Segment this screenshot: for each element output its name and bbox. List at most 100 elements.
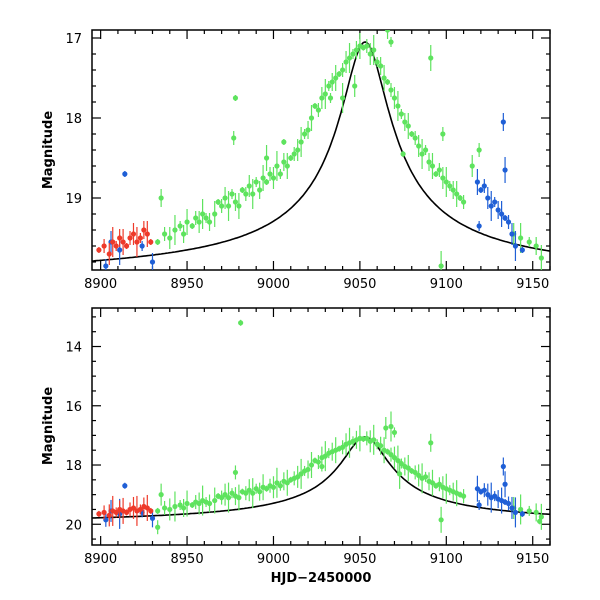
green-data-point (298, 139, 304, 145)
green-data-point (181, 505, 187, 511)
bottom-panel-frame (91, 307, 551, 546)
green-data-point (291, 151, 297, 157)
green-data-point (412, 469, 418, 476)
green-data-point (246, 183, 252, 189)
bottom-panel-points (96, 319, 544, 535)
green-data-point (438, 517, 444, 523)
red-data-point (113, 509, 119, 516)
y-tick-label: 17 (65, 32, 82, 47)
green-data-point (167, 506, 173, 513)
green-data-point (416, 472, 422, 478)
red-data-point (130, 231, 137, 237)
red-data-point (144, 231, 150, 237)
red-data-point (130, 505, 137, 511)
green-data-point (343, 59, 349, 65)
green-data-point (219, 495, 225, 501)
y-tick-label: 14 (65, 341, 82, 356)
green-data-point (319, 95, 325, 101)
red-data-point (113, 243, 119, 249)
green-data-point (402, 119, 408, 125)
green-data-point (440, 175, 446, 181)
red-data-point (106, 251, 112, 257)
blue-data-point (122, 483, 128, 489)
bottom-panel-ticks (92, 308, 551, 545)
green-data-point (281, 139, 287, 145)
green-data-point (250, 490, 256, 496)
green-data-point (364, 435, 370, 441)
green-data-point (388, 423, 394, 430)
green-data-point (184, 219, 190, 225)
green-data-point (454, 191, 460, 197)
blue-data-point (485, 195, 491, 201)
x-tick-label: 9000 (257, 552, 290, 567)
green-data-point (253, 179, 259, 185)
bottom-panel-model (92, 436, 550, 519)
green-data-point (225, 495, 232, 501)
red-data-point (106, 512, 112, 518)
green-data-point (440, 131, 446, 137)
blue-data-point (481, 487, 487, 493)
green-data-point (378, 63, 384, 69)
green-data-point (367, 51, 373, 57)
green-data-point (181, 231, 187, 237)
green-data-point (526, 508, 532, 514)
green-data-point (326, 83, 332, 89)
green-data-point (518, 235, 524, 241)
green-data-point (450, 187, 456, 193)
green-data-point (384, 449, 391, 455)
green-data-point (238, 320, 244, 326)
green-data-point (219, 203, 225, 209)
green-data-point (222, 195, 228, 201)
top-panel-y-tick-labels: 17 18 19 (65, 32, 82, 207)
green-data-point (158, 195, 164, 201)
green-data-point (371, 47, 377, 53)
green-data-point (538, 255, 544, 261)
blue-data-point (519, 511, 525, 517)
green-data-point (232, 199, 239, 205)
green-data-point (388, 39, 394, 45)
green-data-point (476, 147, 482, 153)
blue-data-point (502, 215, 508, 221)
green-data-point (460, 199, 467, 205)
green-data-point (161, 231, 168, 237)
green-data-point (301, 131, 308, 137)
red-data-point (137, 235, 143, 241)
x-tick-label: 8900 (84, 277, 117, 292)
x-tick-label: 8950 (171, 277, 204, 292)
bottom-panel-y-axis-label: Magnitude (41, 387, 56, 466)
blue-data-point (117, 247, 123, 253)
blue-data-point (122, 171, 128, 177)
blue-data-point (502, 481, 508, 487)
green-data-point (295, 147, 301, 153)
green-data-point (257, 489, 263, 495)
green-data-point (236, 495, 242, 501)
red-data-point (144, 505, 150, 511)
green-data-point (340, 444, 346, 450)
green-data-point (374, 59, 380, 65)
green-data-point (193, 215, 199, 221)
blue-data-point (103, 263, 109, 269)
blue-data-point (512, 243, 519, 249)
green-data-point (383, 425, 389, 431)
green-data-point (239, 187, 245, 193)
blue-data-point (495, 207, 501, 213)
red-data-point (120, 239, 126, 245)
blue-data-point (474, 486, 481, 492)
green-data-point (288, 155, 294, 161)
red-data-point (141, 227, 147, 233)
blue-data-point (505, 219, 512, 225)
green-data-point (189, 502, 195, 508)
green-data-point (533, 243, 539, 249)
bottom-panel: 8900 8950 9000 9050 9100 9150 14 16 18 20 Magnit… (41, 307, 551, 586)
red-data-point (134, 239, 140, 245)
green-data-point (443, 179, 449, 185)
green-data-point (232, 469, 239, 476)
blue-data-point (519, 247, 525, 253)
green-data-point (200, 211, 206, 217)
green-data-point (236, 203, 242, 209)
green-data-point (270, 484, 277, 490)
green-data-point (253, 486, 259, 492)
green-data-point (469, 163, 475, 169)
green-data-point (436, 481, 442, 487)
green-data-point (312, 103, 318, 109)
